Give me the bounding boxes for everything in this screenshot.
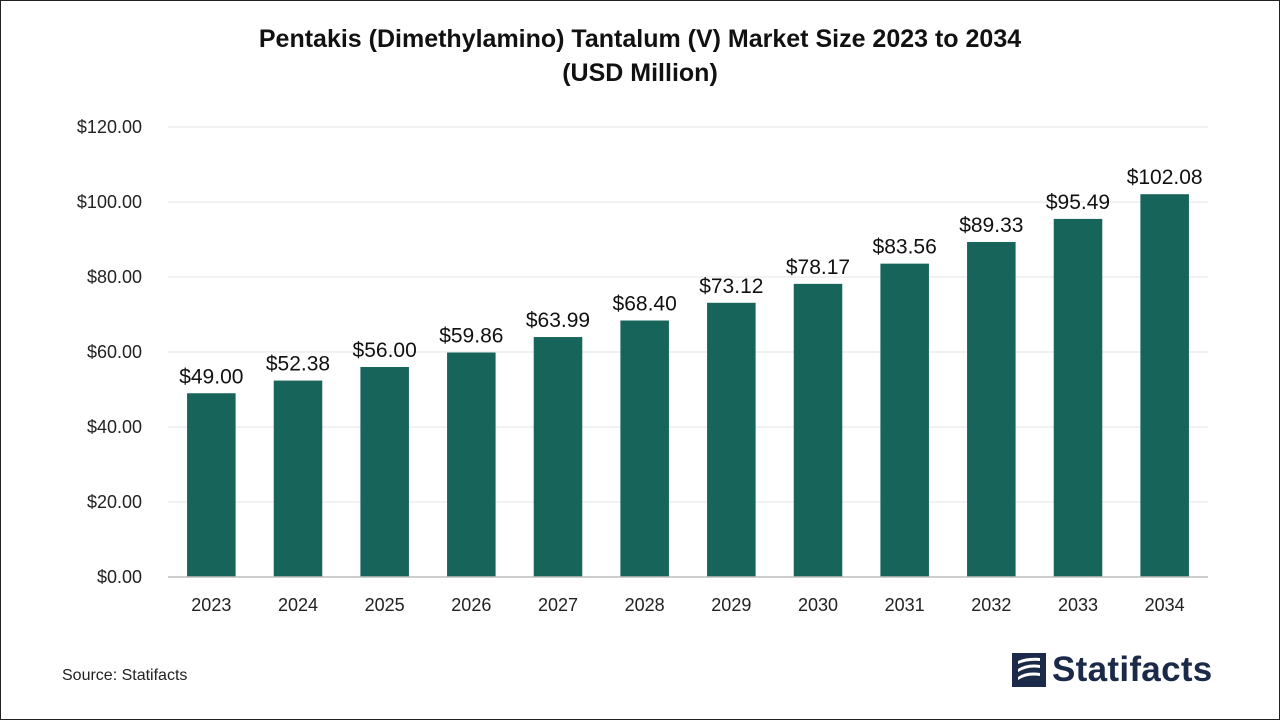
bar [1140,194,1189,577]
x-tick-label: 2024 [278,595,318,615]
bar [1053,218,1103,577]
chart-title-line-1: Pentakis (Dimethylamino) Tantalum (V) Ma… [258,25,1022,53]
source-note: Source: Statifacts [62,667,188,684]
bar [273,380,323,577]
y-tick-label: $80.00 [87,267,142,287]
y-tick-label: $0.00 [97,567,142,587]
bar [793,283,843,577]
data-labels: $49.00 $52.38 $56.00 $59.86 $63.99 $68.40 $73.… [179,166,1202,388]
data-label: $83.56 [873,236,937,259]
y-tick-label: $60.00 [87,342,142,362]
x-tick-label: 2026 [451,595,491,615]
x-tick-label: 2025 [365,595,405,615]
y-tick-label: $20.00 [87,492,142,512]
x-tick-label: 2029 [711,595,751,615]
x-tick-label: 2033 [1058,595,1098,615]
x-tick-label: 2032 [971,595,1011,615]
y-tick-label: $100.00 [77,192,142,212]
data-label: $52.38 [266,353,330,376]
bar [620,320,669,577]
x-tick-label: 2031 [885,595,925,615]
bar [533,337,583,577]
gridlines [168,126,1208,503]
bar [360,367,409,577]
bar [967,242,1016,577]
y-tick-label: $120.00 [77,117,142,137]
data-label: $95.49 [1046,191,1110,214]
bars [187,194,1189,577]
x-tick-label: 2027 [538,595,578,615]
data-label: $49.00 [179,365,243,388]
data-label: $73.12 [699,275,763,298]
x-tick-label: 2034 [1145,595,1185,615]
data-label: $78.17 [786,256,850,279]
data-label: $89.33 [959,214,1023,237]
chart-title: Pentakis (Dimethylamino) Tantalum (V) Ma… [0,22,1280,90]
x-tick-label: 2028 [625,595,665,615]
data-label: $68.40 [613,293,677,316]
y-tick-label: $40.00 [87,417,142,437]
bar [187,393,236,577]
data-label: $59.86 [439,325,503,348]
bar [880,263,929,577]
data-label: $102.08 [1127,166,1203,189]
bar [447,352,496,577]
x-axis-tick-labels: 2023 2024 2025 2026 2027 2028 2029 2030 2031 2032… [191,595,1184,615]
statifacts-logo-text: Statifacts [1052,650,1213,689]
chart-title-line-2: (USD Million) [562,59,718,87]
x-tick-label: 2030 [798,595,838,615]
x-tick-label: 2023 [191,595,231,615]
statifacts-logo-icon [1012,653,1046,687]
bar [707,302,756,577]
y-axis-tick-labels: $0.00 $20.00 $40.00 $60.00 $80.00 $100.00 $120… [77,117,142,587]
data-label: $63.99 [526,309,590,332]
statifacts-logo: Statifacts [1012,650,1213,690]
data-label: $56.00 [353,339,417,362]
